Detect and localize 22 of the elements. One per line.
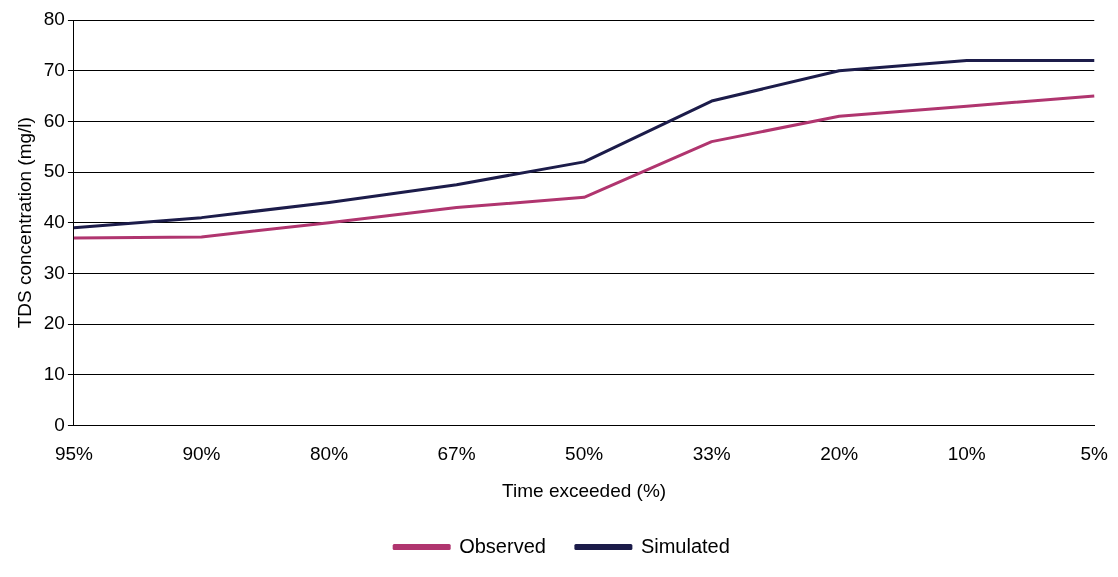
x-tick-label: 20%	[820, 443, 859, 465]
legend-label: Observed	[459, 534, 546, 557]
x-tick-label: 67%	[437, 443, 476, 465]
y-tick-label: 30	[43, 261, 65, 283]
x-tick-label: 80%	[310, 443, 349, 465]
y-tick-label: 80	[43, 8, 65, 30]
y-tick-label: 0	[54, 413, 65, 435]
x-tick-label: 50%	[565, 443, 604, 465]
y-tick-label: 20	[43, 312, 65, 334]
x-tick-label: 90%	[182, 443, 221, 465]
x-tick-label: 95%	[54, 443, 94, 465]
x-tick-label: 10%	[947, 443, 986, 465]
legend-label: Simulated	[640, 534, 730, 557]
y-tick-label: 10	[43, 362, 65, 384]
x-axis-title: Time exceeded (%)	[502, 479, 667, 501]
y-tick-label: 50	[43, 160, 65, 182]
y-tick-label: 70	[43, 58, 65, 80]
x-tick-label: 5%	[1080, 443, 1109, 465]
x-tick-label: 33%	[692, 443, 731, 465]
y-axis-title: TDS concentration (mg/l)	[13, 117, 35, 329]
y-tick-label: 60	[43, 109, 65, 131]
y-tick-label: 40	[43, 210, 65, 232]
